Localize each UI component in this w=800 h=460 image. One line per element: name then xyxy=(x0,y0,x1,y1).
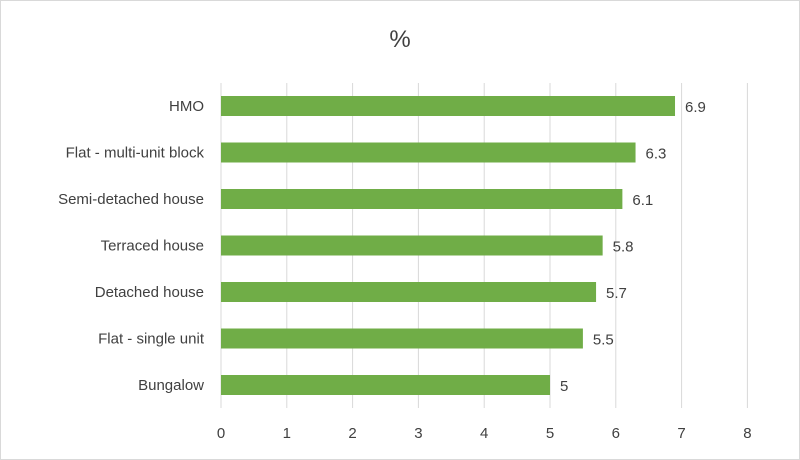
bars xyxy=(221,96,676,395)
category-label: Detached house xyxy=(95,284,204,301)
value-label: 5.7 xyxy=(606,285,627,302)
x-tick-label: 7 xyxy=(677,425,685,442)
value-label: 5.8 xyxy=(613,239,634,256)
x-tick-label: 4 xyxy=(480,425,488,442)
category-label: Bungalow xyxy=(138,377,204,394)
bar xyxy=(221,96,676,116)
bar xyxy=(221,375,550,395)
x-tick-label: 6 xyxy=(612,425,620,442)
value-label: 6.9 xyxy=(685,99,706,116)
value-label: 5.5 xyxy=(593,332,614,349)
x-tick-label: 1 xyxy=(283,425,291,442)
category-label: Flat - multi-unit block xyxy=(66,145,205,162)
x-tick-label: 0 xyxy=(217,425,225,442)
bar xyxy=(221,235,603,256)
value-labels: 6.9 6.3 6.1 5.8 5.7 5.5 5 xyxy=(560,99,706,395)
value-label: 6.3 xyxy=(646,146,667,163)
value-label: 5 xyxy=(560,378,568,395)
category-label: HMO xyxy=(169,98,204,115)
chart-title: % xyxy=(389,26,411,53)
value-label: 6.1 xyxy=(632,192,653,209)
category-label: Flat - single unit xyxy=(98,331,205,348)
bar xyxy=(221,142,636,163)
bar xyxy=(221,282,597,302)
x-tick-label: 2 xyxy=(348,425,356,442)
x-tick-label: 3 xyxy=(414,425,422,442)
category-label: Semi-detached house xyxy=(58,191,204,208)
x-tick-label: 5 xyxy=(546,425,554,442)
bar xyxy=(221,328,583,349)
bar xyxy=(221,189,623,209)
x-tick-labels: 0 1 2 3 4 5 6 7 8 xyxy=(217,425,752,442)
category-label: Terraced house xyxy=(101,238,204,255)
category-labels: HMO Flat - multi-unit block Semi-detached … xyxy=(58,98,205,394)
x-tick-label: 8 xyxy=(743,425,751,442)
